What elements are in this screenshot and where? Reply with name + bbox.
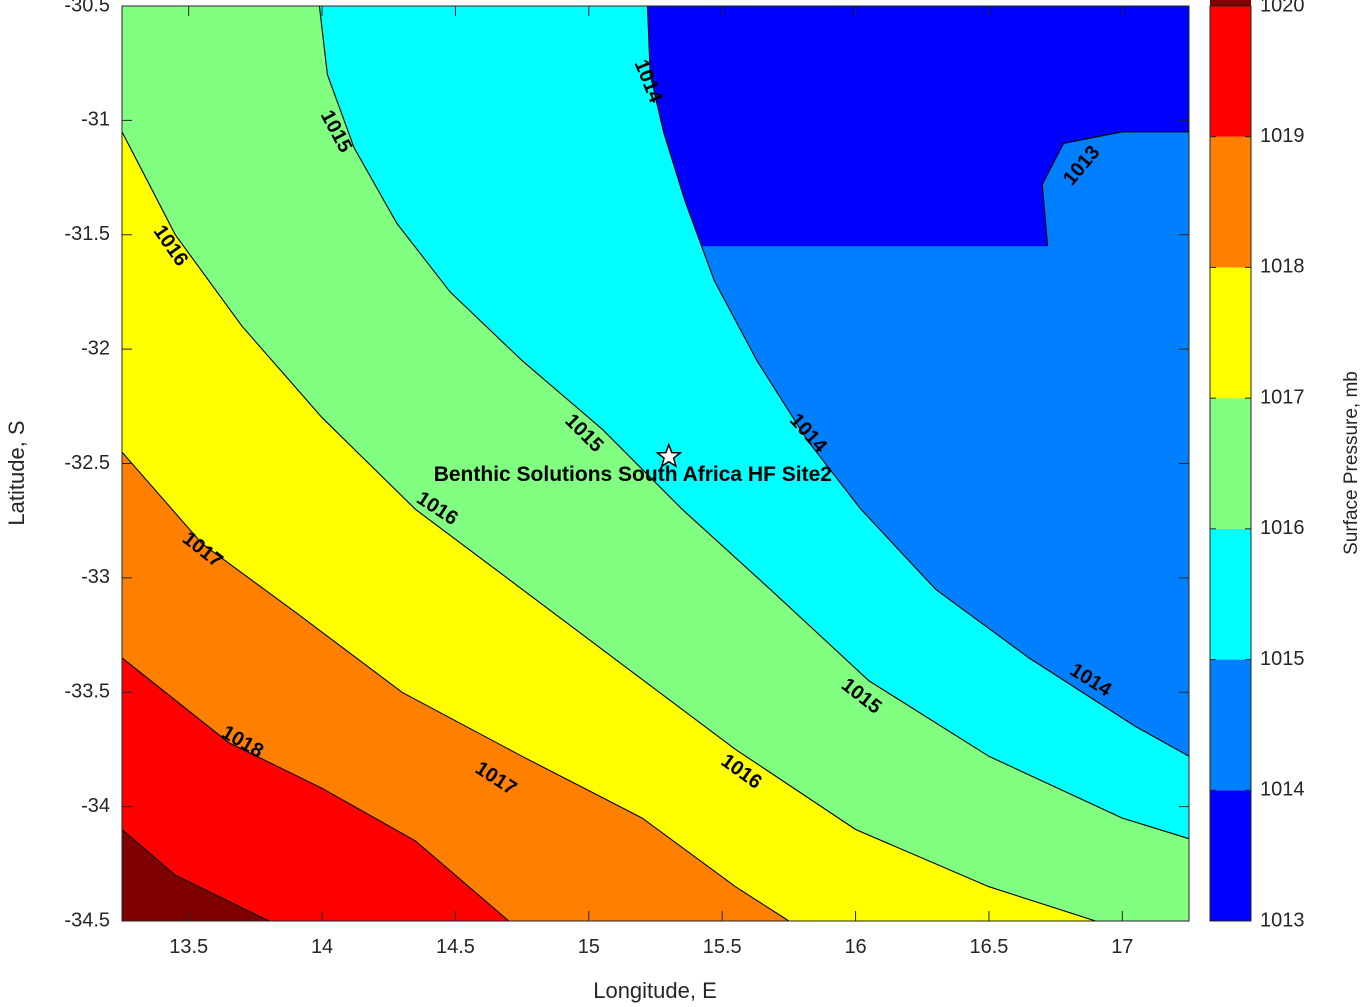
site-marker-group: Benthic Solutions South Africa HF Site2 (434, 442, 832, 486)
colorbar-segment (1210, 398, 1251, 529)
contour-line-1018 (122, 657, 510, 921)
y-axis-label: Latitude, S (4, 420, 29, 525)
contour-lines (122, 6, 1189, 921)
colorbar-segment (1210, 6, 1251, 137)
y-tick-label: -34.5 (64, 909, 110, 931)
x-tick-label: 16 (844, 936, 866, 958)
y-tick-label: -31 (81, 109, 110, 131)
colorbar: 1013 1014 1015 1016 1017 1018 1019 1020 (1209, 0, 1305, 931)
colorbar-segment (1210, 659, 1251, 791)
colorbar-segment (1210, 136, 1251, 268)
y-axis-ticks: -30.5 -31 -31.5 -32 -32.5 -33 -33.5 -34 -34.5 (64, 0, 1189, 931)
y-tick-label: -31.5 (64, 223, 110, 245)
y-tick-label: -32 (81, 337, 110, 359)
contour-line-1017 (122, 451, 790, 921)
colorbar-tick-label: 1015 (1260, 648, 1305, 670)
x-tick-label: 14.5 (436, 936, 475, 958)
y-tick-label: -30.5 (64, 0, 110, 16)
site-star-icon (655, 442, 683, 469)
x-tick-label: 14 (311, 936, 333, 958)
colorbar-tick-label: 1014 (1260, 779, 1305, 801)
x-axis-label: Longitude, E (593, 978, 717, 1003)
contour-line-1013 (1041, 131, 1189, 247)
contour-line-1019 (122, 829, 269, 921)
colorbar-frame (1209, 5, 1252, 922)
colorbar-segment (1210, 267, 1251, 399)
band-1019-1020 (122, 829, 269, 921)
y-tick-label: -33 (81, 566, 110, 588)
contour-line-1015 (318, 6, 1189, 840)
colorbar-tick-label: 1018 (1260, 256, 1305, 278)
colorbar-tick-label: 1013 (1260, 909, 1305, 931)
x-tick-label: 13.5 (169, 936, 208, 958)
colorbar-segment (1210, 0, 1251, 6)
contour-fills (122, 6, 1189, 921)
colorbar-segment (1210, 790, 1251, 921)
colorbar-segment (1210, 528, 1251, 660)
y-tick-label: -34 (81, 795, 110, 817)
x-tick-label: 17 (1111, 936, 1133, 958)
colorbar-tick-label: 1019 (1260, 125, 1305, 147)
contour-line-1016 (122, 131, 1096, 921)
y-tick-label: -33.5 (64, 681, 110, 703)
x-tick-label: 15.5 (703, 936, 742, 958)
colorbar-tick-label: 1016 (1260, 517, 1305, 539)
colorbar-tick-label: 1020 (1260, 0, 1305, 16)
colorbar-tick-label: 1017 (1260, 386, 1305, 408)
x-axis-ticks: 13.5 14 14.5 15 15.5 16 16.5 17 (169, 6, 1133, 958)
colorbar-label: Surface Pressure, mb (1341, 371, 1361, 555)
y-tick-label: -32.5 (64, 452, 110, 474)
band-1018-1019 (122, 657, 509, 921)
site-name: Benthic Solutions South Africa HF Site2 (434, 463, 832, 486)
x-tick-label: 15 (578, 936, 600, 958)
contour-line-1014 (646, 6, 1189, 757)
x-tick-label: 16.5 (969, 936, 1008, 958)
